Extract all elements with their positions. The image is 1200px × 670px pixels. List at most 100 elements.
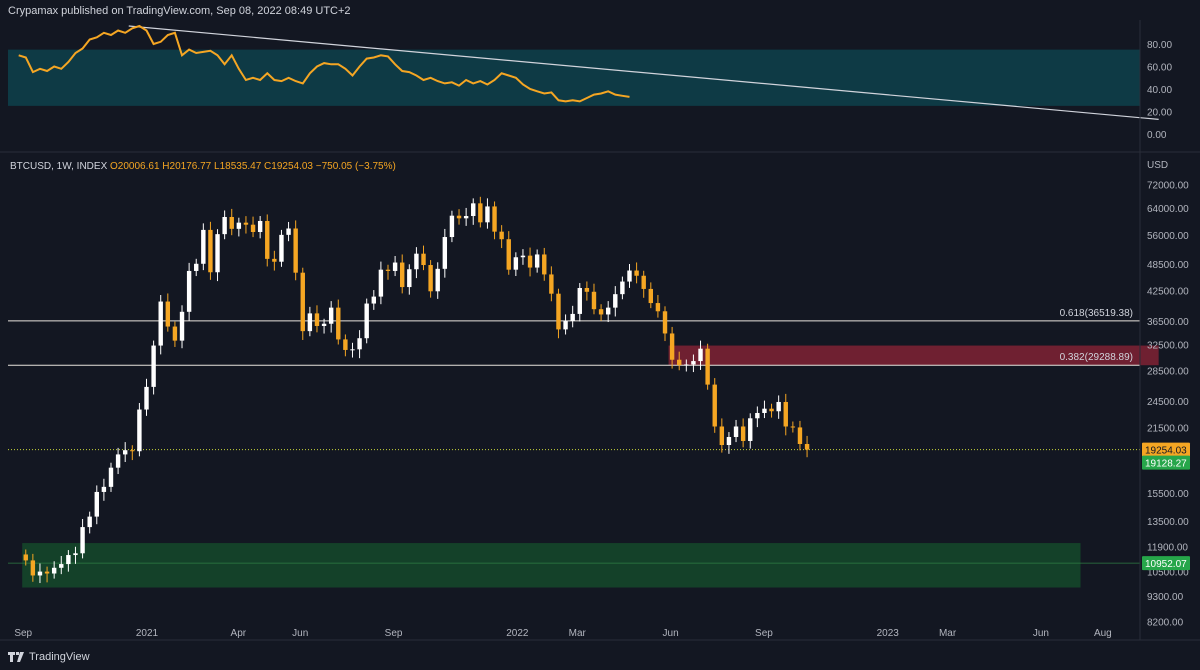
- fib-level-label-1: 0.382(29288.89): [1060, 352, 1133, 363]
- candle-body: [748, 418, 753, 441]
- candle: [549, 266, 554, 302]
- price-tick-label-0: 72000.00: [1147, 180, 1189, 191]
- candle-body: [471, 203, 476, 217]
- candle: [201, 223, 206, 271]
- price-tick-label-15: 8200.00: [1147, 617, 1184, 628]
- candle: [584, 281, 590, 301]
- candle: [307, 306, 313, 337]
- candle: [627, 264, 632, 288]
- candle-body: [570, 313, 575, 321]
- candle-body: [428, 265, 433, 292]
- oscillator-panel: 80.00 60.00 40.00 20.00 0.00: [8, 24, 1172, 141]
- candle-body: [783, 401, 788, 427]
- time-tick-label-3: Jun: [292, 628, 308, 639]
- candle: [250, 216, 256, 238]
- candle: [130, 445, 135, 461]
- candle-body: [144, 386, 149, 410]
- candle: [669, 326, 675, 369]
- candle: [755, 406, 760, 428]
- candle: [357, 330, 362, 359]
- candle: [655, 294, 661, 318]
- current-price-badge-bg: [1142, 442, 1190, 457]
- candle: [80, 519, 85, 559]
- time-tick-label-1: 2021: [136, 628, 159, 639]
- candle: [804, 435, 810, 458]
- candle: [677, 351, 682, 371]
- candle: [790, 421, 796, 433]
- candle: [158, 295, 163, 355]
- candle-body: [605, 307, 611, 315]
- candle-body: [108, 467, 114, 487]
- candle-body: [762, 408, 767, 413]
- candle-body: [87, 516, 92, 528]
- candle-body: [556, 293, 561, 330]
- candle: [719, 418, 725, 453]
- candle: [407, 264, 412, 295]
- symbol-label: BTCUSD, 1W, INDEX: [10, 161, 108, 172]
- candle-body: [414, 253, 419, 270]
- candle: [428, 260, 433, 298]
- fib-level-label-0: 0.618(36519.38): [1060, 308, 1133, 319]
- candle: [243, 216, 249, 234]
- candle: [577, 283, 582, 322]
- candle: [122, 442, 128, 463]
- candle-body: [350, 349, 355, 351]
- candle-body: [321, 323, 327, 326]
- candle: [23, 549, 28, 566]
- demand-price-badge: 10952.07: [1142, 556, 1190, 571]
- candle-body: [385, 269, 391, 271]
- candle-body: [243, 222, 249, 225]
- osc-trendline: [128, 25, 1159, 120]
- candle-body: [549, 274, 554, 294]
- candle: [641, 270, 646, 298]
- candle-body: [59, 564, 64, 568]
- demand-price-badge-text: 10952.07: [1145, 559, 1187, 570]
- candle: [37, 563, 43, 584]
- price-tick-label-1: 64000.00: [1147, 204, 1189, 215]
- footer-brand-label: TradingView: [29, 651, 90, 663]
- candle: [435, 262, 440, 299]
- candle: [776, 395, 781, 419]
- candle-body: [698, 348, 703, 362]
- osc-tick-label-3: 20.00: [1147, 108, 1172, 119]
- candle-body: [627, 270, 632, 282]
- ohlc-values: O20006.61 H20176.77 L18535.47 C19254.03 …: [110, 161, 396, 172]
- candle-body: [527, 255, 533, 268]
- candle: [463, 207, 469, 226]
- candle-body: [215, 234, 220, 273]
- candle: [371, 290, 376, 310]
- price-tick-label-5: 36500.00: [1147, 317, 1189, 328]
- candle-body: [314, 313, 320, 326]
- time-tick-label-10: Mar: [939, 628, 957, 639]
- candle: [151, 340, 156, 395]
- candle-body: [73, 553, 78, 556]
- candle: [186, 262, 192, 321]
- candle-body: [272, 258, 277, 262]
- candle-body: [478, 203, 483, 223]
- candle-body: [719, 426, 725, 446]
- footer-brand[interactable]: TradingView: [8, 651, 90, 663]
- candle-body: [378, 269, 384, 297]
- candle-body: [293, 228, 298, 273]
- candle-body: [364, 303, 369, 339]
- candle: [343, 334, 348, 357]
- candle: [726, 432, 732, 454]
- candle-body: [37, 571, 43, 576]
- candle: [108, 462, 114, 492]
- candle: [94, 485, 99, 525]
- candle-body: [208, 229, 213, 273]
- osc-line: [18, 24, 630, 103]
- candle-body: [677, 359, 682, 366]
- candle: [257, 216, 263, 239]
- candle-body: [733, 426, 739, 438]
- candle-body: [222, 216, 227, 235]
- candle: [392, 256, 398, 277]
- candle: [520, 249, 526, 265]
- candle-body: [407, 269, 412, 288]
- price-tick-label-9: 21500.00: [1147, 423, 1189, 434]
- time-tick-label-11: Jun: [1033, 628, 1049, 639]
- candle: [179, 305, 185, 349]
- demand-price-badge-bg: [1142, 556, 1190, 571]
- candle: [172, 321, 178, 347]
